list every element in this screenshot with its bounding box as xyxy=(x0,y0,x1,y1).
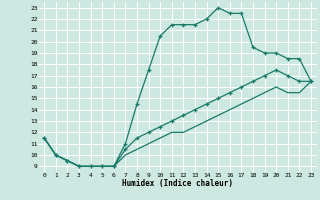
X-axis label: Humidex (Indice chaleur): Humidex (Indice chaleur) xyxy=(122,179,233,188)
